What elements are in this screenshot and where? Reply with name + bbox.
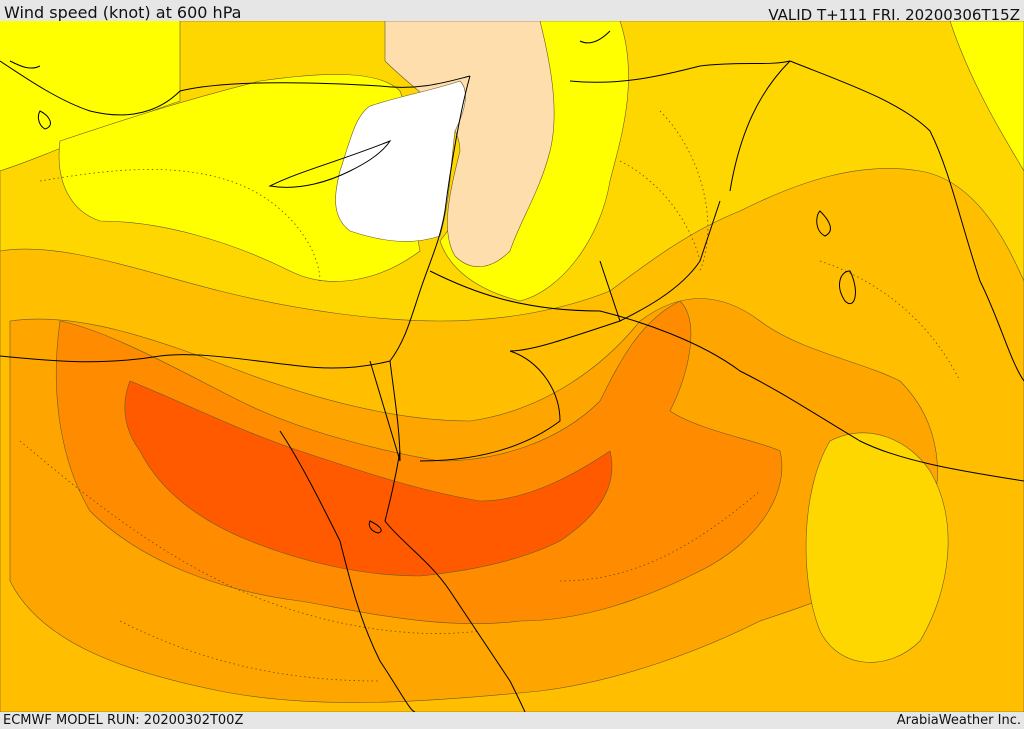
- wind-speed-map[interactable]: [0, 21, 1024, 712]
- political-borders: [0, 30, 1024, 712]
- map-title: Wind speed (knot) at 600 hPa: [4, 3, 242, 22]
- wind-band-light-moderate-east: [805, 432, 949, 663]
- credit-label: ArabiaWeather Inc.: [896, 713, 1021, 728]
- model-run: ECMWF MODEL RUN: 20200302T00Z: [3, 713, 244, 728]
- map-canvas: [0, 21, 1024, 712]
- wind-band-calm: [335, 80, 466, 242]
- wind-band-jet-core: [124, 380, 613, 577]
- isotach-lines: [19, 110, 961, 682]
- wind-band-strong: [55, 300, 783, 625]
- map-header: Wind speed (knot) at 600 hPa VALID T+111…: [0, 0, 1024, 24]
- map-footer: ECMWF MODEL RUN: 20200302T00Z ArabiaWeat…: [0, 712, 1024, 729]
- valid-time: VALID T+111 FRI. 20200306T15Z: [768, 6, 1020, 24]
